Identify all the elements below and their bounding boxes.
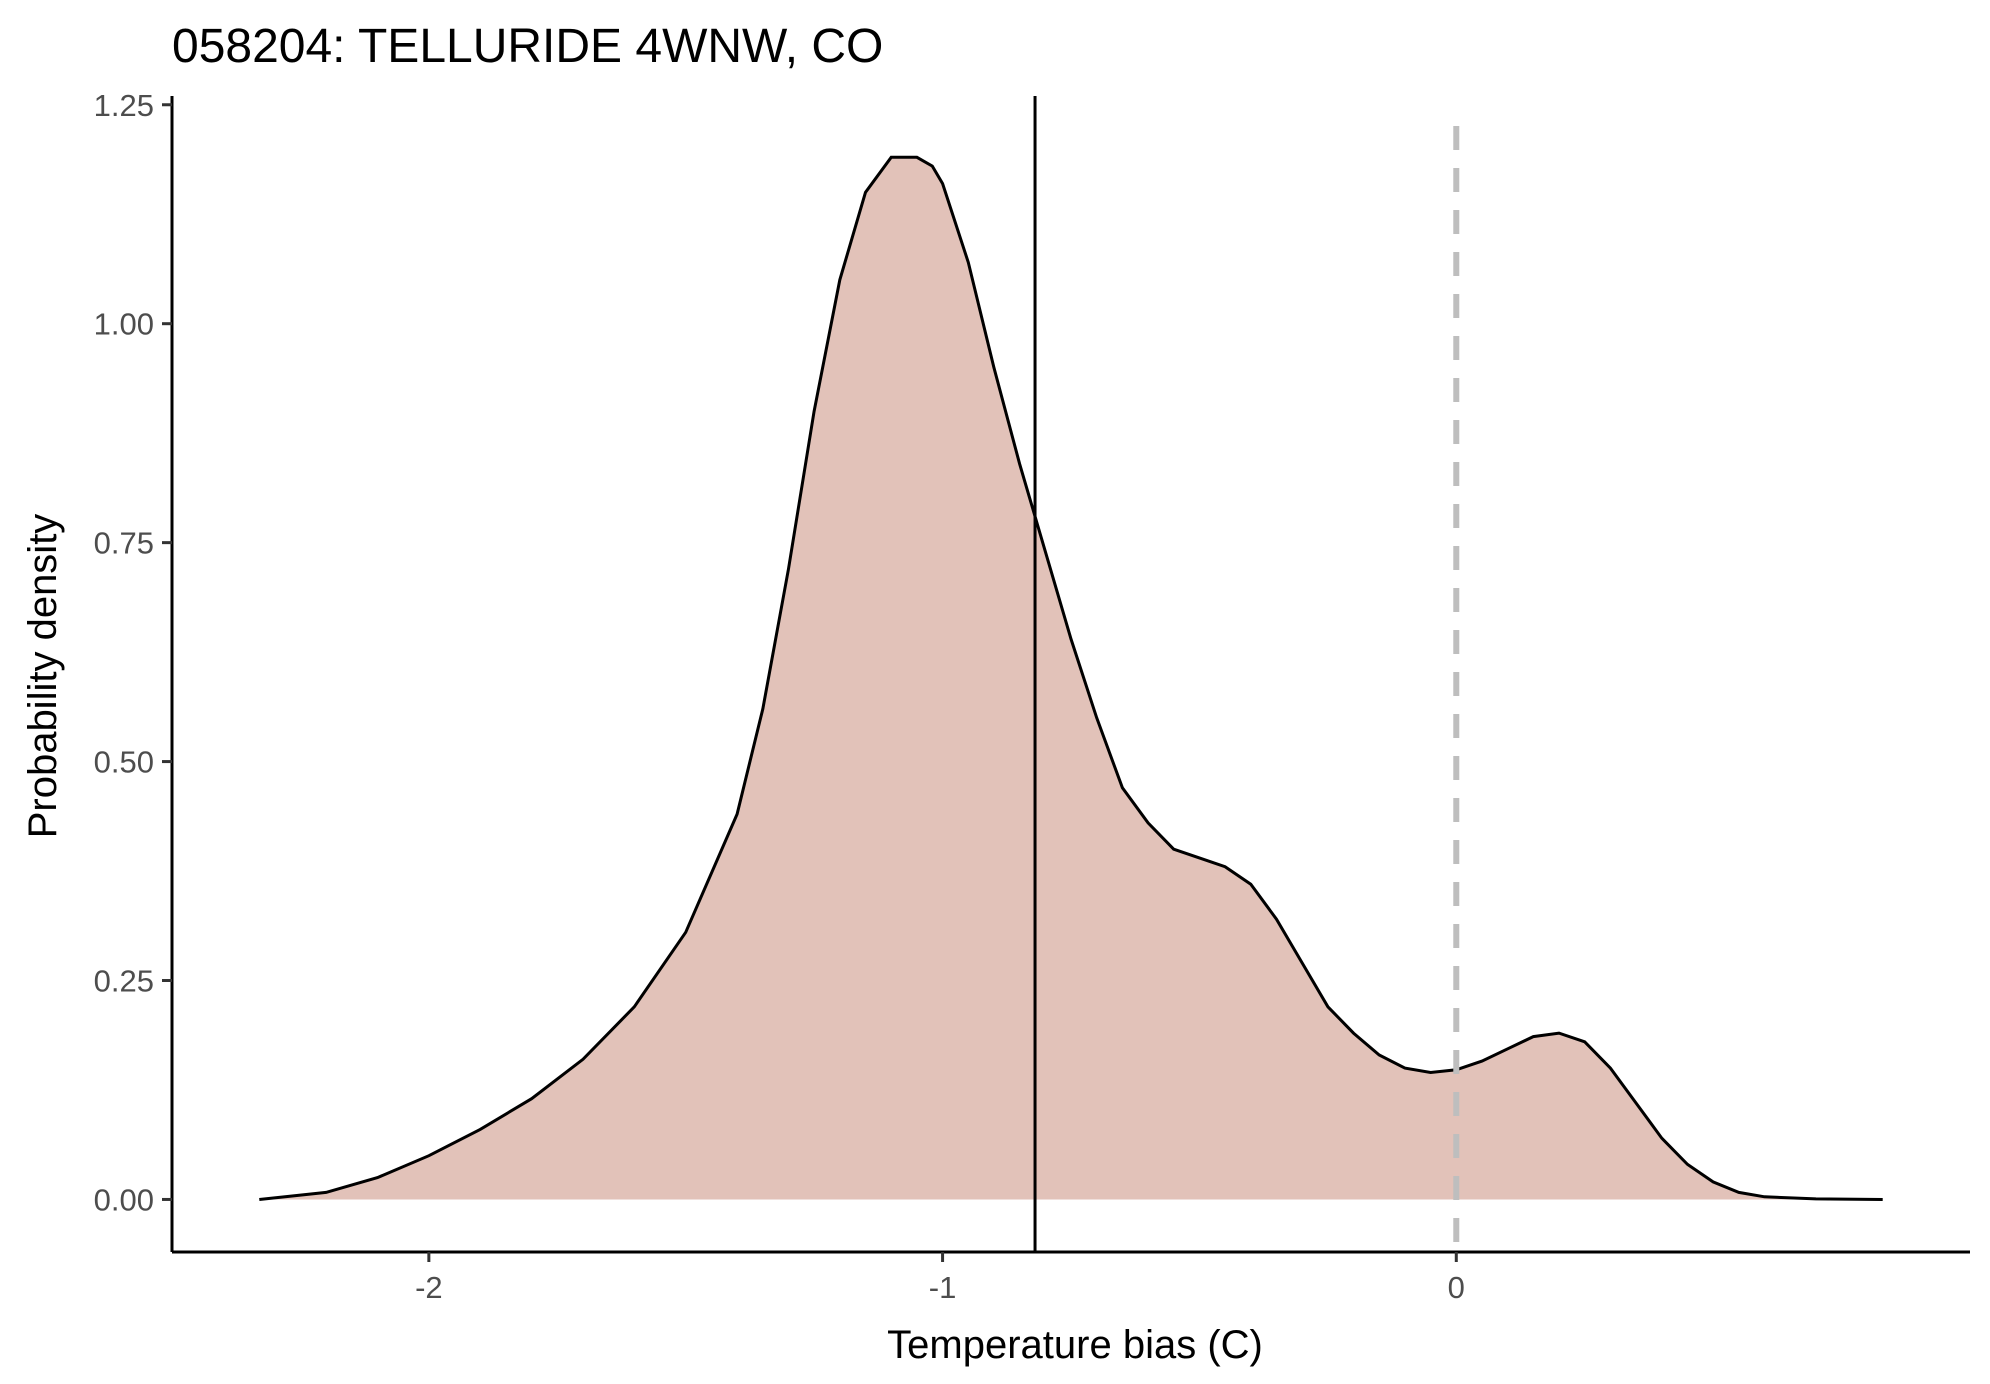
y-tick-label: 1.25 (94, 88, 154, 123)
x-tick-label: 0 (1448, 1270, 1465, 1305)
y-axis-label: Probability density (21, 514, 65, 839)
density-area (259, 157, 1883, 1200)
y-tick-label: 0.00 (94, 1182, 154, 1217)
plot-area (259, 96, 1883, 1252)
y-tick-label: 0.75 (94, 526, 154, 561)
density-curve (259, 155, 1883, 1201)
y-tick-label: 1.00 (94, 307, 154, 342)
x-axis: -2 -1 0 (172, 1250, 1970, 1305)
chart-title: 058204: TELLURIDE 4WNW, CO (172, 20, 883, 73)
y-tick-label: 0.25 (94, 964, 154, 999)
y-tick-label: 0.50 (94, 745, 154, 780)
x-axis-label: Temperature bias (C) (887, 1323, 1263, 1367)
x-tick-label: -2 (415, 1270, 443, 1305)
y-axis: 0.00 0.25 0.50 0.75 1.00 1.25 (94, 88, 174, 1252)
x-tick-label: -1 (929, 1270, 957, 1305)
